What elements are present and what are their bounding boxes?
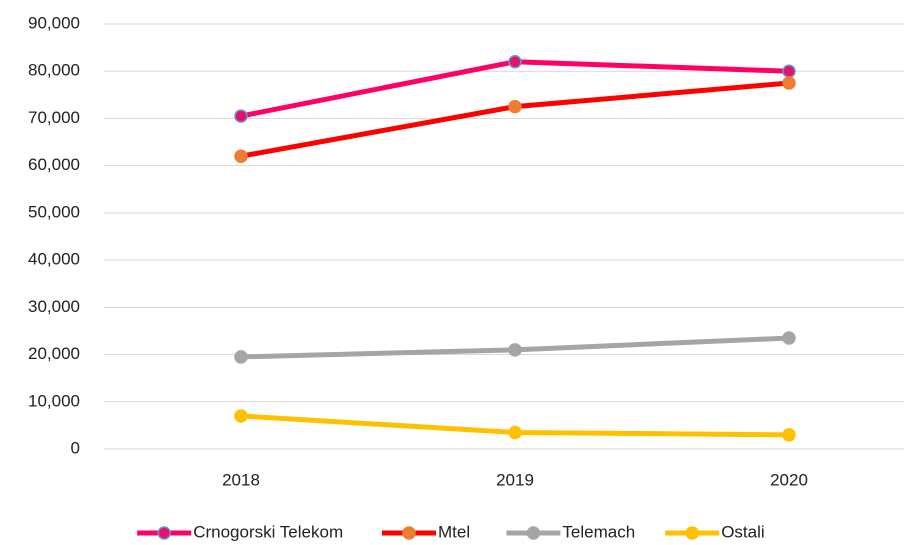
marker [782, 64, 796, 78]
marker [782, 331, 796, 345]
y-tick-label: 80,000 [28, 61, 80, 80]
legend-label: Telemach [562, 522, 635, 541]
y-tick-label: 40,000 [28, 250, 80, 269]
legend-marker [685, 526, 699, 540]
marker [508, 425, 522, 440]
marker [234, 350, 248, 364]
legend-marker [526, 526, 541, 540]
y-tick-label: 30,000 [28, 297, 80, 316]
series-line [238, 80, 792, 159]
marker [782, 428, 796, 442]
x-tick-label: 2019 [496, 470, 534, 489]
marker [234, 149, 248, 163]
legend-marker [402, 526, 416, 540]
marker [234, 109, 248, 123]
x-tick-label: 2020 [770, 470, 808, 489]
marker [234, 409, 248, 423]
marker [508, 99, 522, 114]
y-tick-label: 60,000 [28, 155, 80, 174]
y-tick-label: 70,000 [28, 108, 80, 127]
y-tick-label: 0 [71, 438, 80, 457]
y-tick-label: 10,000 [28, 391, 80, 410]
legend-label: Ostali [721, 522, 764, 541]
legend-label: Crnogorski Telekom [193, 522, 343, 541]
legend-label: Mtel [438, 522, 470, 541]
marker [508, 55, 522, 69]
x-tick-label: 2018 [222, 470, 260, 489]
y-tick-label: 50,000 [28, 202, 80, 221]
y-tick-label: 20,000 [28, 344, 80, 363]
marker [508, 343, 522, 357]
marker [782, 76, 796, 90]
y-tick-label: 90,000 [28, 13, 80, 32]
legend-marker [157, 526, 171, 540]
